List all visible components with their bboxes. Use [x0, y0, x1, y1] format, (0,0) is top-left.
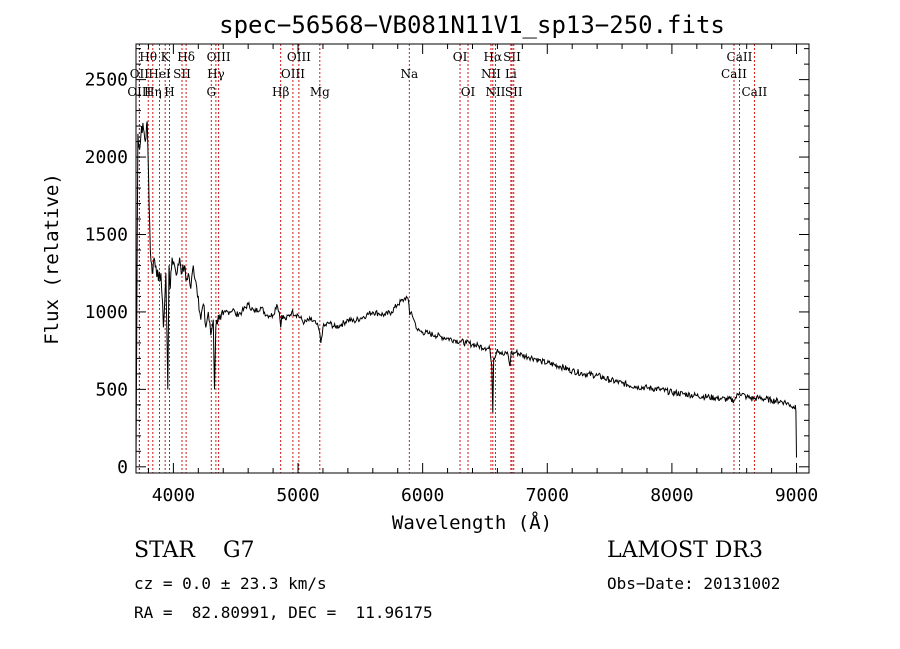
line-label-4: HeI [148, 67, 171, 81]
line-label-16: Na [400, 67, 418, 81]
line-label-8: H [164, 85, 174, 99]
line-label-22: SII [503, 50, 521, 64]
x-tick-label-6000: 6000 [401, 485, 444, 506]
y-tick-label-500: 500 [95, 379, 128, 400]
line-label-12: OIII [287, 50, 311, 64]
coordinates-label: RA = 82.80991, DEC = 11.96175 [134, 603, 433, 622]
survey-label: LAMOST DR3 [607, 538, 763, 563]
x-axis-label: Wavelength (Å) [392, 511, 552, 534]
line-label-5: Hη [144, 85, 162, 99]
chart-title: spec−56568−VB081N11V1_sp13−250.fits [219, 11, 725, 39]
x-tick-label-8000: 8000 [650, 485, 693, 506]
line-label-11: G [206, 85, 216, 99]
y-tick-label-0: 0 [117, 457, 128, 478]
line-label-7: SII [173, 67, 191, 81]
line-label-2: OIII [127, 85, 151, 99]
line-label-17: OI [453, 50, 468, 64]
line-label-18: OI [461, 85, 476, 99]
line-label-21: NII [485, 85, 505, 99]
redshift-label: cz = 0.0 ± 23.3 km/s [134, 574, 327, 593]
line-label-6: Hδ [177, 50, 195, 64]
line-label-14: Hβ [272, 85, 289, 99]
x-tick-label-9000: 9000 [775, 485, 818, 506]
line-label-19: Hα [484, 50, 503, 64]
line-label-15: Mg [310, 85, 330, 99]
line-label-13: OIII [281, 67, 305, 81]
y-tick-label-1000: 1000 [85, 302, 128, 323]
y-tick-label-2000: 2000 [85, 147, 128, 168]
line-label-10: Hγ [207, 67, 225, 81]
plot-frame [135, 43, 810, 474]
line-label-26: CaII [721, 67, 747, 81]
y-tick-label-2500: 2500 [85, 70, 128, 91]
line-label-24: SII [505, 85, 523, 99]
x-tick-label-7000: 7000 [526, 485, 569, 506]
y-tick-label-1500: 1500 [85, 224, 128, 245]
x-tick-label-4000: 4000 [152, 485, 195, 506]
line-label-9: OIII [207, 50, 231, 64]
x-tick-label-5000: 5000 [276, 485, 319, 506]
line-label-3: K [161, 50, 171, 64]
line-label-20: NII [481, 67, 501, 81]
line-label-0: Hθ [139, 50, 157, 64]
line-label-23: Li [505, 67, 517, 81]
obs-date-label: Obs−Date: 20131002 [607, 574, 781, 593]
y-axis-label: Flux (relative) [41, 173, 63, 345]
line-label-27: CaII [741, 85, 767, 99]
axes: 4000 5000 6000 7000 8000 9000 0 500 1000 1500 2000… [85, 43, 818, 506]
classification-label: STAR G7 [134, 538, 255, 563]
spectrum-line [136, 121, 797, 467]
line-label-25: CaII [727, 50, 753, 64]
